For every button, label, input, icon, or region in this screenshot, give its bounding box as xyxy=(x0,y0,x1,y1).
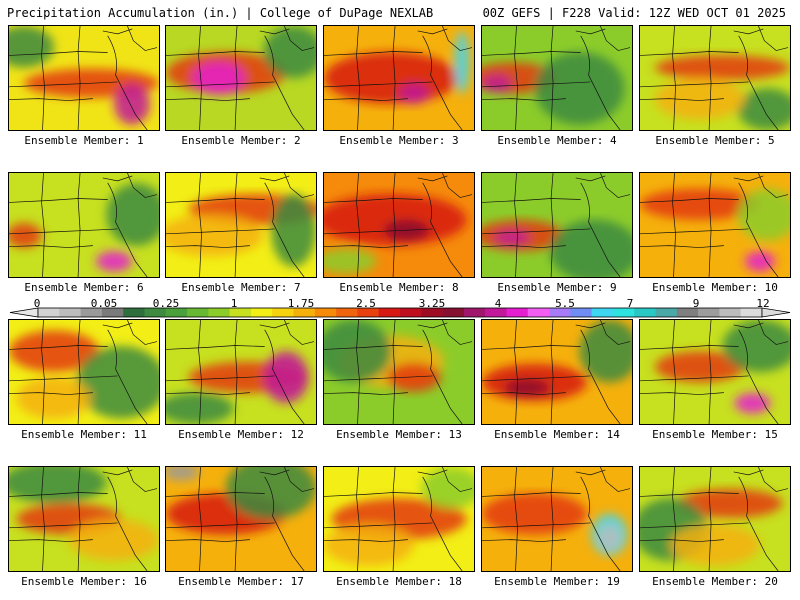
colorbar-swatch xyxy=(719,308,742,317)
colorbar-tick-label: 0.25 xyxy=(152,297,180,310)
colorbar-swatch xyxy=(698,308,720,317)
ensemble-member-label: Ensemble Member: 9 xyxy=(497,281,617,294)
colorbar-swatch xyxy=(123,308,145,317)
colorbar-swatch xyxy=(250,308,273,317)
ensemble-member-label: Ensemble Member: 11 xyxy=(21,428,147,441)
colorbar-swatch xyxy=(357,308,380,317)
colorbar-swatch xyxy=(314,308,337,317)
ensemble-map-panel xyxy=(323,172,475,278)
ensemble-member-label: Ensemble Member: 3 xyxy=(339,134,459,147)
colorbar-swatch xyxy=(506,308,529,317)
ensemble-map-panel xyxy=(639,25,791,131)
ensemble-map-panel xyxy=(165,466,317,572)
ensemble-map-panel xyxy=(165,172,317,278)
colorbar-tick-label: 9 xyxy=(692,297,700,310)
header-run-info: 00Z GEFS | F228 Valid: 12Z WED OCT 01 20… xyxy=(482,6,786,20)
ensemble-member-label: Ensemble Member: 14 xyxy=(494,428,620,441)
colorbar-tick-label: 0.05 xyxy=(90,297,118,310)
colorbar-tick-label: 4 xyxy=(494,297,502,310)
colorbar-swatch xyxy=(421,308,443,317)
ensemble-member-label: Ensemble Member: 10 xyxy=(652,281,778,294)
ensemble-member-label: Ensemble Member: 5 xyxy=(655,134,775,147)
colorbar-swatch xyxy=(59,308,81,317)
ensemble-member-label: Ensemble Member: 15 xyxy=(652,428,778,441)
colorbar-swatch xyxy=(655,308,678,317)
colorbar-swatch xyxy=(293,308,316,317)
colorbar-swatch xyxy=(336,308,358,317)
colorbar-swatch xyxy=(612,308,635,317)
colorbar-swatch xyxy=(527,308,550,317)
colorbar-swatch xyxy=(229,308,252,317)
colorbar-tick-label: 3.25 xyxy=(418,297,446,310)
colorbar-swatch xyxy=(740,308,763,317)
ensemble-member-label: Ensemble Member: 12 xyxy=(178,428,304,441)
colorbar-swatch xyxy=(485,308,507,317)
colorbar-tick-label: 7 xyxy=(626,297,634,310)
ensemble-member-label: Ensemble Member: 2 xyxy=(181,134,301,147)
ensemble-map-panel xyxy=(481,172,633,278)
colorbar-swatch xyxy=(38,308,60,317)
ensemble-map-panel xyxy=(8,466,160,572)
colorbar-swatch xyxy=(208,308,230,317)
colorbar-swatch xyxy=(187,308,209,317)
ensemble-map-panel xyxy=(481,466,633,572)
colorbar-swatch xyxy=(400,308,422,317)
ensemble-member-label: Ensemble Member: 8 xyxy=(339,281,459,294)
ensemble-map-panel xyxy=(8,25,160,131)
ensemble-member-label: Ensemble Member: 6 xyxy=(24,281,144,294)
colorbar-tick-label: 0 xyxy=(33,297,41,310)
colorbar-tick-label: 1.75 xyxy=(287,297,315,310)
ensemble-member-label: Ensemble Member: 1 xyxy=(24,134,144,147)
ensemble-member-label: Ensemble Member: 17 xyxy=(178,575,304,588)
ensemble-member-label: Ensemble Member: 7 xyxy=(181,281,301,294)
header-title: Precipitation Accumulation (in.) | Colle… xyxy=(7,6,434,20)
colorbar-tick-label: 2.5 xyxy=(356,297,376,310)
colorbar-swatch xyxy=(442,308,465,317)
colorbar-tick-label: 5.5 xyxy=(555,297,575,310)
ensemble-member-label: Ensemble Member: 19 xyxy=(494,575,620,588)
colorbar-swatch xyxy=(634,308,656,317)
colorbar-swatch xyxy=(101,308,124,317)
colorbar-swatch xyxy=(165,308,188,317)
ensemble-map-panel xyxy=(323,466,475,572)
colorbar-swatch xyxy=(144,308,167,317)
colorbar-swatch xyxy=(549,308,571,317)
ensemble-map-panel xyxy=(165,25,317,131)
ensemble-map-panel xyxy=(8,319,160,425)
colorbar-right-arrow xyxy=(761,307,791,318)
ensemble-map-panel xyxy=(639,319,791,425)
ensemble-member-label: Ensemble Member: 13 xyxy=(336,428,462,441)
ensemble-member-label: Ensemble Member: 18 xyxy=(336,575,462,588)
colorbar-swatch xyxy=(463,308,486,317)
ensemble-map-panel xyxy=(639,466,791,572)
ensemble-member-label: Ensemble Member: 4 xyxy=(497,134,617,147)
ensemble-member-label: Ensemble Member: 16 xyxy=(21,575,147,588)
colorbar-swatch xyxy=(272,308,294,317)
colorbar-tick-label: 1 xyxy=(230,297,238,310)
ensemble-map-panel xyxy=(639,172,791,278)
ensemble-map-panel xyxy=(165,319,317,425)
colorbar-swatch xyxy=(676,308,699,317)
ensemble-map-panel xyxy=(481,319,633,425)
colorbar-swatch xyxy=(570,308,592,317)
colorbar-swatch xyxy=(378,308,401,317)
ensemble-map-panel xyxy=(481,25,633,131)
colorbar xyxy=(9,307,791,318)
ensemble-map-panel xyxy=(323,319,475,425)
ensemble-map-panel xyxy=(323,25,475,131)
ensemble-member-label: Ensemble Member: 20 xyxy=(652,575,778,588)
ensemble-map-panel xyxy=(8,172,160,278)
colorbar-tick-label: 12 xyxy=(756,297,770,310)
colorbar-swatch xyxy=(591,308,614,317)
colorbar-swatch xyxy=(80,308,103,317)
